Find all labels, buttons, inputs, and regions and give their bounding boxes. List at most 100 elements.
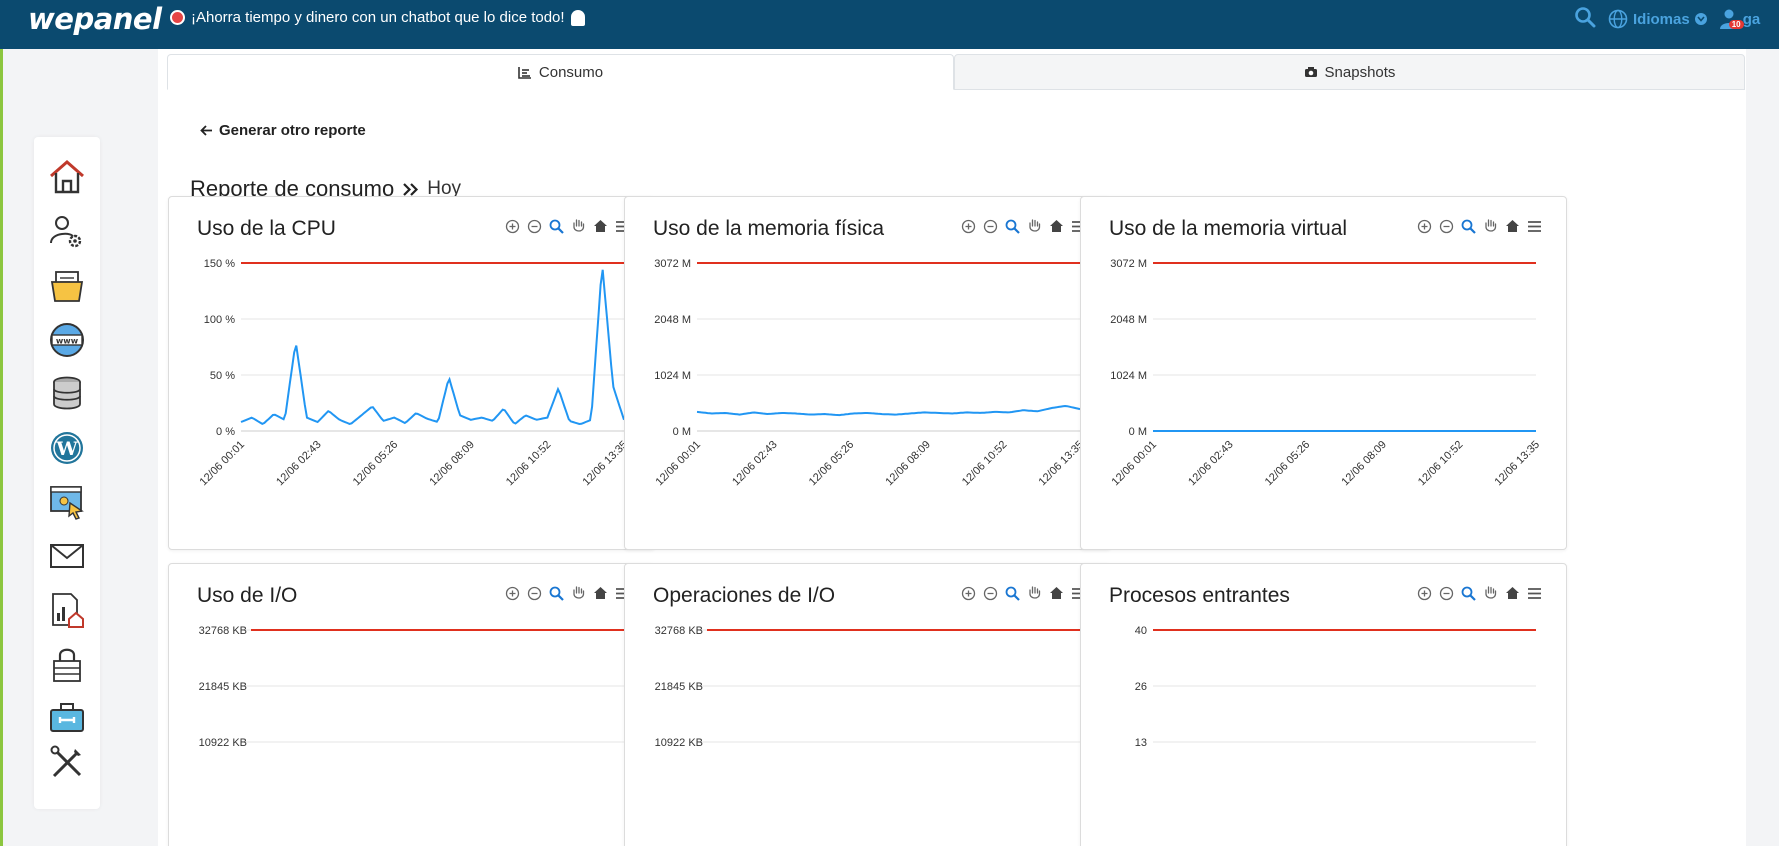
sidebar-item-site-builder[interactable] [46, 482, 88, 522]
chart-toolbar [1415, 584, 1543, 602]
language-label: Idiomas [1633, 10, 1690, 28]
y-tick-label: 3072 M [1110, 258, 1147, 270]
zoom-out-icon[interactable] [525, 584, 543, 602]
user-menu[interactable]: 10 ga [1719, 8, 1761, 30]
tab-snapshots[interactable]: Snapshots [954, 54, 1745, 90]
chart-card: Uso de la memoria física 0 M 1024 M 2048 M 3… [624, 196, 1111, 550]
logo[interactable]: wepanel [28, 2, 162, 36]
pan-hand-icon[interactable] [569, 217, 587, 235]
sidebar-item-email[interactable] [46, 536, 88, 576]
zoom-selection-icon[interactable] [547, 217, 565, 235]
reset-home-icon[interactable] [1503, 217, 1521, 235]
chart-title: Uso de I/O [197, 584, 298, 607]
zoom-out-icon[interactable] [981, 217, 999, 235]
reset-home-icon[interactable] [1047, 217, 1065, 235]
chart-toolbar [1415, 217, 1543, 235]
zoom-selection-icon[interactable] [547, 584, 565, 602]
reset-home-icon[interactable] [591, 217, 609, 235]
reset-home-icon[interactable] [1503, 584, 1521, 602]
zoom-in-icon[interactable] [959, 217, 977, 235]
chevron-down-icon [1694, 13, 1707, 25]
sidebar-item-databases[interactable] [46, 373, 88, 413]
zoom-in-icon[interactable] [1415, 217, 1433, 235]
sidebar-item-home[interactable] [46, 157, 88, 197]
y-tick-label: 3072 M [654, 258, 691, 270]
zoom-selection-icon[interactable] [1459, 217, 1477, 235]
main-content: Consumo Snapshots Generar otro reporte R… [158, 49, 1746, 846]
pan-hand-icon[interactable] [1481, 584, 1499, 602]
pan-hand-icon[interactable] [569, 584, 587, 602]
back-link[interactable]: Generar otro reporte [200, 122, 366, 139]
promo-text[interactable]: ¡Ahorra tiempo y dinero con un chatbot q… [191, 9, 565, 26]
chart-toolbar [503, 584, 631, 602]
sidebar-item-statistics[interactable] [46, 590, 88, 630]
pan-hand-icon[interactable] [1025, 217, 1043, 235]
chart-plot: 0 M 1024 M 2048 M 3072 M 12/06 00:01 12/06 02… [1110, 258, 1543, 489]
x-tick-label: 12/06 10:52 [504, 439, 554, 489]
y-tick-label: 0 M [1129, 426, 1147, 438]
pan-hand-icon[interactable] [1025, 584, 1043, 602]
x-tick-label: 12/06 13:35 [581, 439, 631, 489]
menu-icon[interactable] [1525, 584, 1543, 602]
tab-label: Snapshots [1324, 63, 1396, 81]
tab-consumo[interactable]: Consumo [167, 54, 954, 90]
zoom-out-icon[interactable] [981, 584, 999, 602]
tools-icon [50, 745, 82, 778]
chart-plot: 10922 KB 21845 KB 32768 KB [655, 625, 1080, 749]
language-selector[interactable]: Idiomas [1608, 9, 1707, 29]
zoom-selection-icon[interactable] [1003, 217, 1021, 235]
reset-home-icon[interactable] [591, 584, 609, 602]
tab-bar: Consumo Snapshots [167, 54, 1745, 90]
y-tick-label: 0 M [673, 426, 691, 438]
page-subtitle: Hoy [427, 178, 462, 199]
sidebar-item-security[interactable] [46, 645, 88, 685]
left-accent-stripe [0, 0, 3, 846]
x-tick-label: 12/06 05:26 [1263, 439, 1313, 489]
ghost-icon [570, 9, 585, 26]
zoom-in-icon[interactable] [503, 217, 521, 235]
toolbox-icon [50, 703, 84, 732]
zoom-selection-icon[interactable] [1459, 584, 1477, 602]
zoom-in-icon[interactable] [503, 584, 521, 602]
zoom-out-icon[interactable] [525, 217, 543, 235]
sidebar-item-files[interactable] [46, 266, 88, 306]
y-tick-label: 2048 M [1110, 314, 1147, 326]
zoom-out-icon[interactable] [1437, 217, 1455, 235]
top-bar: wepanel ¡Ahorra tiempo y dinero con un c… [0, 0, 1779, 49]
zoom-in-icon[interactable] [959, 584, 977, 602]
chart-card: Procesos entrantes 13 26 40 [1080, 563, 1567, 846]
user-name[interactable]: ga [1742, 10, 1761, 28]
y-tick-label: 32768 KB [199, 625, 247, 637]
x-tick-label: 12/06 08:09 [1339, 439, 1389, 489]
sidebar-item-wordpress[interactable]: W [46, 428, 88, 468]
svg-text:W: W [55, 438, 78, 460]
arrow-left-icon [200, 125, 212, 136]
camera-icon [1304, 67, 1317, 77]
sidebar-item-users[interactable] [46, 212, 88, 252]
database-icon [53, 376, 81, 410]
search-icon[interactable] [1574, 6, 1596, 32]
sidebar-item-domains[interactable]: www [46, 320, 88, 360]
globe-icon [1608, 9, 1628, 29]
y-tick-label: 1024 M [654, 370, 691, 382]
sidebar: www W [34, 137, 100, 809]
menu-icon[interactable] [1525, 217, 1543, 235]
back-link-label: Generar otro reporte [219, 122, 366, 139]
tab-label: Consumo [538, 63, 604, 81]
zoom-out-icon[interactable] [1437, 584, 1455, 602]
www-globe-icon: www [50, 323, 84, 357]
sidebar-item-toolbox[interactable] [46, 698, 88, 738]
chart-card: Uso de la CPU 0 % 50 % 100 % 150 % 12/06 00:0… [168, 196, 655, 550]
zoom-selection-icon[interactable] [1003, 584, 1021, 602]
pan-hand-icon[interactable] [1481, 217, 1499, 235]
y-tick-label: 21845 KB [655, 681, 703, 693]
y-tick-label: 100 % [204, 314, 235, 326]
sidebar-item-tools[interactable] [46, 743, 88, 783]
reset-home-icon[interactable] [1047, 584, 1065, 602]
zoom-in-icon[interactable] [1415, 584, 1433, 602]
promo-banner[interactable]: ¡Ahorra tiempo y dinero con un chatbot q… [170, 9, 585, 26]
y-tick-label: 32768 KB [655, 625, 703, 637]
y-tick-label: 13 [1135, 737, 1147, 749]
notification-badge: 10 [1728, 20, 1744, 29]
x-tick-label: 12/06 10:52 [960, 439, 1010, 489]
